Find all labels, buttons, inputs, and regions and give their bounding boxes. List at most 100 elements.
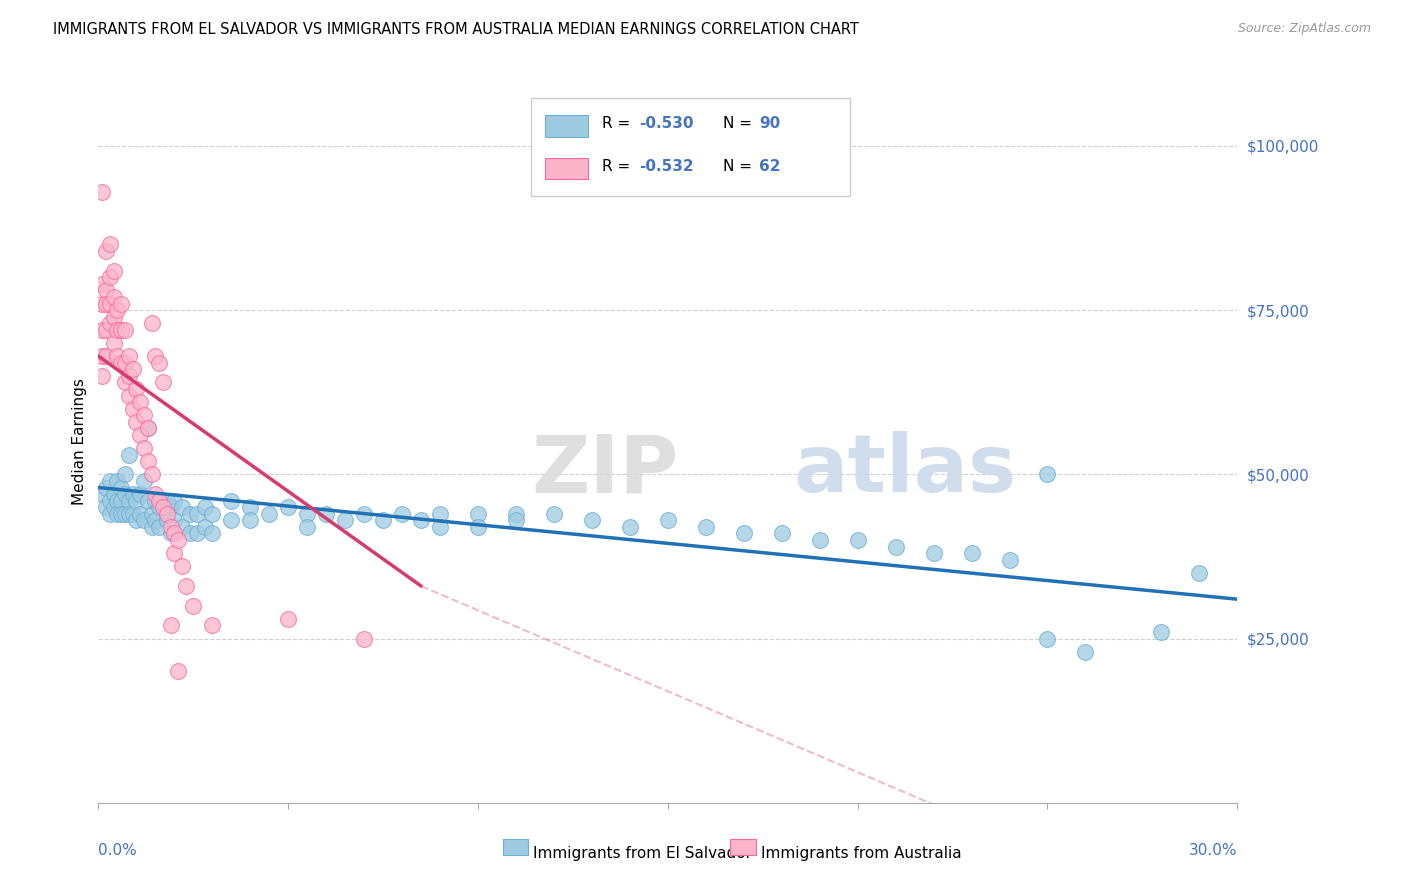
Point <box>121 401 143 416</box>
Point <box>114 487 136 501</box>
Point <box>1036 467 1059 482</box>
Point <box>221 513 243 527</box>
Point <box>118 448 141 462</box>
Point <box>156 493 179 508</box>
Point <box>132 441 155 455</box>
Point <box>152 376 174 390</box>
Point <box>118 507 141 521</box>
Point <box>163 493 186 508</box>
Point <box>141 467 163 482</box>
Point <box>94 244 117 258</box>
Point <box>170 559 193 574</box>
Point <box>335 513 357 527</box>
Point <box>114 323 136 337</box>
Point <box>91 277 114 291</box>
Point <box>163 526 186 541</box>
Point <box>98 237 121 252</box>
Point <box>159 618 181 632</box>
Point <box>98 316 121 330</box>
Point <box>103 310 125 324</box>
Point <box>429 520 451 534</box>
Point <box>353 632 375 646</box>
Point <box>808 533 831 547</box>
Point <box>125 415 148 429</box>
Point <box>129 395 152 409</box>
Point <box>186 507 208 521</box>
Point <box>121 487 143 501</box>
Point <box>429 507 451 521</box>
Point <box>110 493 132 508</box>
Point <box>170 520 193 534</box>
Point <box>159 500 181 515</box>
Point <box>107 303 129 318</box>
Point <box>141 520 163 534</box>
Point <box>179 507 201 521</box>
Point <box>201 526 224 541</box>
Point <box>125 513 148 527</box>
Point <box>110 481 132 495</box>
Text: R =: R = <box>602 116 636 131</box>
Point <box>94 323 117 337</box>
Point <box>922 546 945 560</box>
Text: N =: N = <box>723 116 756 131</box>
Point <box>121 507 143 521</box>
Text: 62: 62 <box>759 160 780 175</box>
Point <box>136 421 159 435</box>
Point <box>657 513 679 527</box>
FancyBboxPatch shape <box>546 158 588 179</box>
Point <box>103 500 125 515</box>
Point <box>277 612 299 626</box>
Text: 0.0%: 0.0% <box>98 843 138 857</box>
Point <box>118 493 141 508</box>
Point <box>107 493 129 508</box>
Point <box>121 362 143 376</box>
Point <box>148 500 170 515</box>
Point <box>94 500 117 515</box>
Point <box>960 546 983 560</box>
Point <box>136 454 159 468</box>
Point <box>110 323 132 337</box>
Point <box>145 487 167 501</box>
Point <box>1150 625 1173 640</box>
Point <box>132 513 155 527</box>
Point <box>94 481 117 495</box>
Point <box>770 526 793 541</box>
Point <box>103 290 125 304</box>
Point <box>110 507 132 521</box>
Point <box>221 493 243 508</box>
Point <box>152 500 174 515</box>
Point <box>98 296 121 310</box>
Point <box>201 507 224 521</box>
Text: -0.530: -0.530 <box>640 116 695 131</box>
Point <box>201 618 224 632</box>
Point <box>179 526 201 541</box>
Point <box>129 507 152 521</box>
Point <box>733 526 755 541</box>
Point <box>91 185 114 199</box>
Text: ZIP: ZIP <box>531 432 679 509</box>
Point <box>163 546 186 560</box>
Text: atlas: atlas <box>793 432 1017 509</box>
Point <box>145 513 167 527</box>
FancyBboxPatch shape <box>531 98 851 196</box>
Point <box>91 323 114 337</box>
Point <box>98 474 121 488</box>
Point <box>315 507 337 521</box>
Text: -0.532: -0.532 <box>640 160 695 175</box>
Text: Immigrants from Australia: Immigrants from Australia <box>761 847 962 861</box>
Point <box>103 487 125 501</box>
Point <box>156 513 179 527</box>
Point <box>174 579 197 593</box>
Point <box>1074 645 1097 659</box>
Point <box>170 500 193 515</box>
Point <box>619 520 641 534</box>
Point <box>297 520 319 534</box>
Point <box>1188 566 1211 580</box>
Point <box>695 520 717 534</box>
Point <box>132 474 155 488</box>
Point <box>156 507 179 521</box>
Point <box>110 356 132 370</box>
Point <box>391 507 413 521</box>
Point <box>277 500 299 515</box>
Point <box>998 553 1021 567</box>
